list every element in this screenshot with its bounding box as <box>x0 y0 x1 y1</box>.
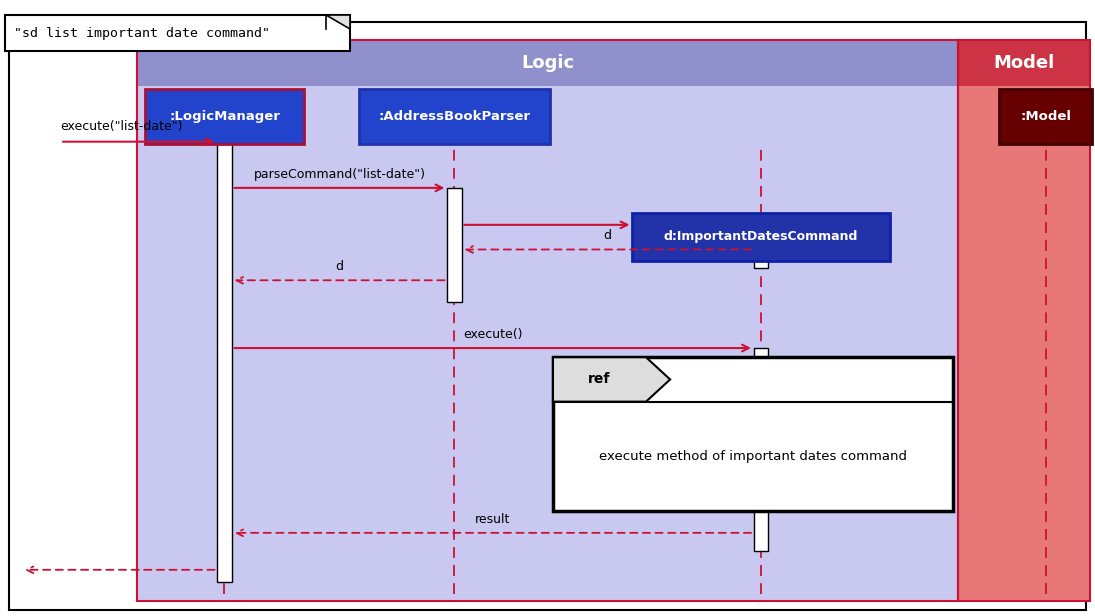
Text: Logic: Logic <box>521 54 574 72</box>
Polygon shape <box>553 357 670 402</box>
Text: :AddressBookParser: :AddressBookParser <box>379 110 530 123</box>
Text: d:ImportantDatesCommand: d:ImportantDatesCommand <box>664 230 858 243</box>
Text: parseCommand("list-date"): parseCommand("list-date") <box>253 168 426 181</box>
Bar <box>958 40 1090 601</box>
Bar <box>958 40 1090 86</box>
Bar <box>999 89 1093 144</box>
Bar <box>359 89 550 144</box>
Text: :Model: :Model <box>1021 110 1071 123</box>
Polygon shape <box>326 15 350 29</box>
Text: "sd list important date command": "sd list important date command" <box>14 26 270 40</box>
Text: d: d <box>335 260 344 274</box>
Bar <box>553 357 953 511</box>
Bar <box>632 213 889 261</box>
Bar <box>753 348 769 551</box>
Bar <box>137 40 958 601</box>
Bar <box>958 40 1090 601</box>
Text: d: d <box>603 229 612 243</box>
Text: ref: ref <box>588 373 611 386</box>
Bar <box>447 188 461 302</box>
Bar <box>5 15 350 51</box>
Text: execute("list-date"): execute("list-date") <box>60 120 183 133</box>
Bar <box>145 89 303 144</box>
Text: execute method of important dates command: execute method of important dates comman… <box>599 450 907 463</box>
Bar <box>753 225 769 268</box>
Bar <box>217 142 232 582</box>
Text: result: result <box>475 513 510 526</box>
Text: execute(): execute() <box>463 328 522 341</box>
Bar <box>137 40 958 86</box>
Text: Model: Model <box>993 54 1054 72</box>
Text: :LogicManager: :LogicManager <box>169 110 280 123</box>
Bar <box>137 40 958 601</box>
